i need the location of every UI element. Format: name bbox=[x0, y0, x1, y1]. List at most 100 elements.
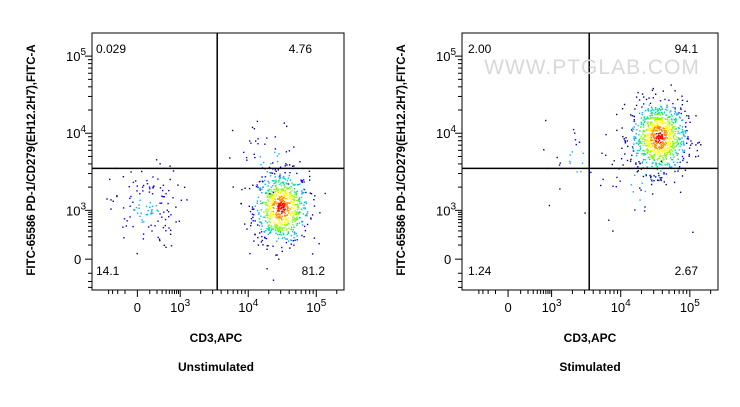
event-point bbox=[630, 184, 633, 186]
event-point bbox=[255, 185, 258, 188]
x-tick-label: 0 bbox=[504, 300, 511, 315]
event-point bbox=[655, 162, 658, 165]
event-point bbox=[264, 237, 266, 239]
event-point bbox=[670, 138, 672, 140]
event-point bbox=[639, 142, 641, 145]
event-point bbox=[291, 221, 294, 223]
x-tick-label: 0 bbox=[134, 300, 141, 315]
event-point bbox=[269, 205, 271, 207]
event-point bbox=[270, 215, 272, 217]
y-tick-label: 104 bbox=[66, 124, 86, 141]
event-point bbox=[168, 189, 170, 192]
event-point bbox=[672, 142, 675, 145]
event-point bbox=[304, 214, 307, 217]
event-point bbox=[635, 142, 638, 144]
event-point bbox=[256, 184, 258, 186]
event-point bbox=[676, 161, 679, 164]
event-point bbox=[677, 130, 679, 133]
event-point bbox=[660, 105, 662, 108]
event-point bbox=[648, 141, 650, 143]
event-point bbox=[304, 208, 306, 210]
event-point bbox=[639, 130, 641, 132]
event-point bbox=[302, 221, 304, 223]
event-point bbox=[264, 143, 266, 145]
event-point bbox=[654, 148, 657, 151]
event-point bbox=[656, 138, 658, 140]
event-point bbox=[659, 128, 661, 130]
event-point bbox=[663, 154, 666, 156]
event-point bbox=[275, 232, 277, 234]
event-point bbox=[274, 227, 276, 229]
event-point bbox=[670, 142, 673, 144]
event-point bbox=[559, 162, 561, 164]
event-point bbox=[641, 153, 643, 155]
event-point bbox=[651, 179, 653, 181]
event-point bbox=[644, 136, 646, 138]
event-point bbox=[605, 133, 607, 136]
event-point bbox=[660, 106, 663, 108]
event-point bbox=[251, 206, 254, 208]
event-point bbox=[556, 156, 558, 159]
event-point bbox=[578, 141, 581, 143]
event-point bbox=[244, 223, 246, 225]
event-point bbox=[272, 279, 275, 281]
event-point bbox=[284, 214, 287, 217]
event-point bbox=[303, 188, 305, 190]
event-point bbox=[153, 185, 155, 187]
event-point bbox=[648, 97, 650, 99]
event-point bbox=[639, 140, 641, 143]
event-point bbox=[277, 223, 280, 225]
event-point bbox=[644, 190, 647, 193]
event-point bbox=[269, 232, 271, 234]
event-point bbox=[277, 213, 279, 215]
event-point bbox=[574, 132, 576, 134]
event-point bbox=[155, 204, 157, 207]
event-point bbox=[642, 133, 644, 135]
event-point bbox=[286, 208, 288, 211]
event-point bbox=[295, 211, 298, 213]
event-point bbox=[141, 221, 143, 223]
event-point bbox=[251, 213, 254, 215]
event-point bbox=[681, 95, 683, 97]
event-point bbox=[281, 237, 284, 239]
event-point bbox=[256, 209, 259, 212]
y-tick-label: 104 bbox=[436, 124, 456, 141]
event-point bbox=[656, 117, 658, 119]
event-point bbox=[291, 194, 293, 197]
event-point bbox=[612, 230, 614, 232]
points-stimulated bbox=[543, 84, 702, 233]
event-point bbox=[278, 220, 281, 223]
event-point bbox=[688, 153, 690, 156]
event-point bbox=[257, 224, 259, 226]
event-point bbox=[677, 137, 680, 139]
event-point bbox=[282, 197, 284, 200]
event-point bbox=[267, 210, 270, 212]
event-point bbox=[284, 203, 286, 205]
event-point bbox=[279, 192, 281, 195]
event-point bbox=[281, 220, 284, 223]
event-point bbox=[276, 189, 278, 191]
event-point bbox=[279, 216, 281, 219]
event-point bbox=[260, 241, 263, 243]
event-point bbox=[665, 155, 667, 157]
event-point bbox=[661, 130, 663, 132]
event-point bbox=[642, 131, 644, 133]
event-point bbox=[668, 133, 670, 135]
event-point bbox=[274, 202, 276, 204]
event-point bbox=[258, 181, 261, 183]
event-point bbox=[655, 93, 657, 95]
event-point bbox=[122, 207, 125, 209]
event-point bbox=[664, 98, 666, 101]
event-point bbox=[612, 185, 614, 187]
event-point bbox=[656, 143, 658, 145]
event-point bbox=[302, 213, 304, 215]
event-point bbox=[259, 232, 261, 234]
event-point bbox=[311, 253, 314, 255]
event-point bbox=[667, 145, 669, 147]
event-point bbox=[229, 157, 231, 159]
event-point bbox=[277, 189, 279, 191]
event-point bbox=[151, 210, 153, 212]
event-point bbox=[657, 125, 659, 127]
event-point bbox=[643, 117, 646, 119]
event-point bbox=[669, 143, 671, 145]
